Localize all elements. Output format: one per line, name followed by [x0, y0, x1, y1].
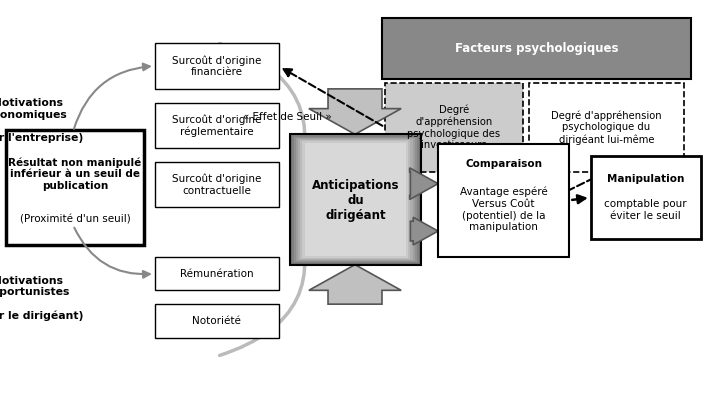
Text: Anticipations
du
dirigéant: Anticipations du dirigéant [312, 179, 399, 222]
FancyBboxPatch shape [591, 156, 701, 239]
Polygon shape [309, 265, 401, 304]
Text: Facteurs psychologiques: Facteurs psychologiques [454, 42, 618, 55]
Text: Résultat non manipulé
inférieur à un seuil de
publication: Résultat non manipulé inférieur à un seu… [9, 157, 141, 191]
Text: Avantage espéré
Versus Coût
(potentiel) de la
manipulation: Avantage espéré Versus Coût (potentiel) … [460, 187, 547, 232]
FancyBboxPatch shape [382, 18, 691, 79]
Text: Motivations
économiques

(pour l'entreprise): Motivations économiques (pour l'entrepri… [0, 98, 83, 143]
Text: comptable pour
éviter le seuil: comptable pour éviter le seuil [604, 199, 687, 221]
Text: Surcoût d'origine
financière: Surcoût d'origine financière [173, 55, 261, 77]
Text: Surcoût d'origine
contractuelle: Surcoût d'origine contractuelle [173, 174, 261, 196]
Polygon shape [410, 168, 438, 199]
FancyBboxPatch shape [300, 140, 410, 259]
FancyBboxPatch shape [155, 304, 279, 338]
FancyBboxPatch shape [298, 139, 413, 260]
FancyBboxPatch shape [6, 130, 144, 245]
Text: Rémunération: Rémunération [180, 269, 253, 278]
Text: Surcoût d'origine
réglementaire: Surcoût d'origine réglementaire [173, 114, 261, 137]
Polygon shape [410, 217, 438, 245]
FancyBboxPatch shape [296, 138, 415, 261]
Text: « Effet de Seuil »: « Effet de Seuil » [243, 111, 332, 122]
FancyBboxPatch shape [529, 83, 684, 172]
Text: Degré
d'appréhension
psychologique des
investisseurs: Degré d'appréhension psychologique des i… [408, 104, 501, 150]
FancyBboxPatch shape [155, 103, 279, 148]
FancyBboxPatch shape [385, 83, 523, 172]
FancyBboxPatch shape [438, 144, 569, 257]
FancyBboxPatch shape [155, 162, 279, 207]
FancyBboxPatch shape [292, 135, 419, 263]
FancyBboxPatch shape [155, 257, 279, 290]
Text: Notoriété: Notoriété [192, 316, 241, 326]
Text: Manipulation: Manipulation [607, 174, 684, 184]
Text: Degré d'appréhension
psychologique du
dirigéant lui-même: Degré d'appréhension psychologique du di… [551, 110, 662, 145]
Text: Motivations
opportunistes

(pour le dirigéant): Motivations opportunistes (pour le dirig… [0, 276, 83, 321]
FancyBboxPatch shape [302, 141, 408, 258]
FancyBboxPatch shape [155, 43, 279, 89]
Text: (Proximité d'un seuil): (Proximité d'un seuil) [20, 215, 130, 225]
FancyBboxPatch shape [294, 137, 417, 262]
FancyBboxPatch shape [305, 143, 406, 256]
FancyBboxPatch shape [300, 146, 410, 255]
Text: Comparaison: Comparaison [465, 160, 542, 169]
FancyBboxPatch shape [290, 134, 421, 265]
Polygon shape [309, 89, 401, 134]
